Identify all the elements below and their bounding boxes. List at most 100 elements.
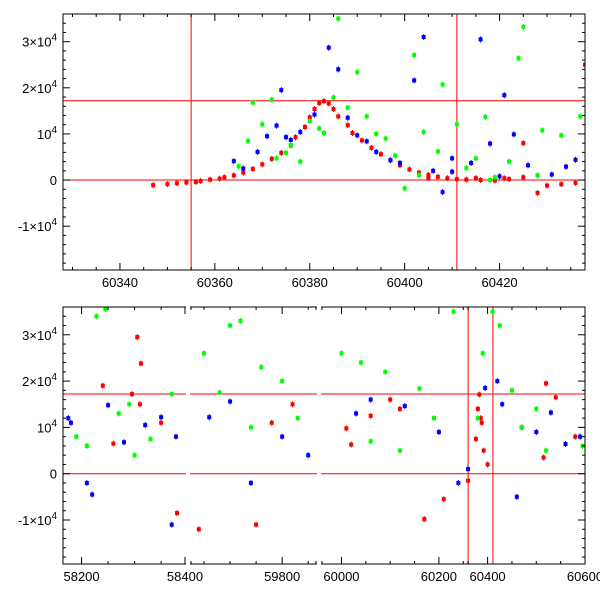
top-data-point xyxy=(507,177,512,182)
top-data-point xyxy=(488,141,493,146)
top-data-point xyxy=(312,112,317,117)
bottom-data-point xyxy=(354,411,359,416)
top-data-point xyxy=(231,173,236,178)
top-data-point xyxy=(279,88,284,93)
top-data-point xyxy=(198,178,203,183)
bottom-data-point xyxy=(479,420,484,425)
top-data-point xyxy=(502,93,507,98)
bottom-data-point xyxy=(68,420,73,425)
bottom-data-point xyxy=(475,406,480,411)
bottom-data-point xyxy=(280,434,285,439)
top-data-point xyxy=(535,190,540,195)
top-data-point xyxy=(564,164,569,169)
bottom-data-point xyxy=(358,360,363,365)
top-y-tick-label: 2×104 xyxy=(22,79,57,96)
bottom-y-tick-label: 3×104 xyxy=(22,326,57,343)
bottom-data-point xyxy=(103,307,108,312)
bottom-data-point xyxy=(490,309,495,314)
top-data-point xyxy=(241,170,246,175)
bottom-y-tick-label: 0 xyxy=(50,467,57,482)
bottom-data-point xyxy=(349,442,354,447)
top-data-point xyxy=(502,176,507,181)
top-data-point xyxy=(345,115,350,120)
bottom-data-point xyxy=(306,453,311,458)
bottom-data-point xyxy=(207,415,212,420)
bottom-data-point xyxy=(94,314,99,319)
top-data-point xyxy=(293,135,298,140)
top-plot-area xyxy=(63,14,585,270)
bottom-data-point xyxy=(456,480,461,485)
bottom-data-point xyxy=(254,522,259,527)
bottom-y-tick-label: 104 xyxy=(37,418,57,435)
top-data-point xyxy=(288,142,293,147)
top-data-point xyxy=(559,182,564,187)
top-data-point xyxy=(255,149,260,154)
top-data-point xyxy=(336,67,341,72)
bottom-data-point xyxy=(541,455,546,460)
bottom-data-point xyxy=(135,335,140,340)
top-x-tick-label: 60420 xyxy=(482,275,518,290)
bottom-data-point xyxy=(228,399,233,404)
bottom-data-point xyxy=(280,379,285,384)
bottom-plot-area xyxy=(63,307,585,564)
top-data-point xyxy=(483,114,488,119)
bottom-data-point xyxy=(90,492,95,497)
bottom-data-point xyxy=(495,379,500,384)
top-data-point xyxy=(284,135,289,140)
top-data-point xyxy=(464,177,469,182)
bottom-data-point xyxy=(500,402,505,407)
bottom-data-point xyxy=(544,448,549,453)
top-data-point xyxy=(416,172,421,177)
bottom-data-point xyxy=(466,467,471,472)
bottom-data-point xyxy=(217,390,222,395)
top-data-point xyxy=(184,180,189,185)
bottom-data-point xyxy=(169,522,174,527)
bottom-y-tick-label: -1×104 xyxy=(18,511,58,528)
top-data-point xyxy=(488,178,493,183)
bottom-data-point xyxy=(548,410,553,415)
top-y-tick-label: -1×104 xyxy=(18,217,58,234)
top-data-point xyxy=(573,157,578,162)
top-data-point xyxy=(284,150,289,155)
bottom-data-point xyxy=(578,434,583,439)
top-data-point xyxy=(307,115,312,120)
bottom-data-point xyxy=(339,351,344,356)
top-x-tick-label: 60360 xyxy=(197,275,233,290)
top-data-point xyxy=(492,175,497,180)
bottom-data-point xyxy=(485,462,490,467)
top-data-point xyxy=(274,156,279,161)
top-data-point xyxy=(464,166,469,171)
bottom-data-point xyxy=(402,404,407,409)
bottom-data-point xyxy=(84,443,89,448)
bottom-data-point xyxy=(534,430,539,435)
bottom-data-point xyxy=(473,436,478,441)
bottom-data-point xyxy=(248,425,253,430)
top-data-point xyxy=(374,131,379,136)
top-data-point xyxy=(407,167,412,172)
bottom-axes: 58200 58400 59800 60000 60200 60400 60600 -1×10… xyxy=(18,305,600,584)
top-data-point xyxy=(231,159,236,164)
top-data-point xyxy=(469,160,474,165)
bottom-data-point xyxy=(202,351,207,356)
bottom-data-point xyxy=(480,351,485,356)
top-y-tick-label: 0 xyxy=(50,173,57,188)
bottom-data-point xyxy=(475,416,480,421)
top-data-point xyxy=(435,149,440,154)
bottom-data-point xyxy=(175,511,180,516)
bottom-data-point xyxy=(417,386,422,391)
top-data-point xyxy=(397,160,402,165)
bottom-data-point xyxy=(159,415,164,420)
top-data-point xyxy=(431,168,436,173)
top-data-point xyxy=(151,183,156,188)
top-data-point xyxy=(478,178,483,183)
top-data-point xyxy=(478,37,483,42)
top-data-point xyxy=(374,149,379,154)
bottom-x-tick-label: 60600 xyxy=(567,569,600,584)
bottom-data-point xyxy=(519,425,524,430)
top-x-tick-label: 60400 xyxy=(387,275,423,290)
top-data-point xyxy=(331,95,336,100)
top-data-point xyxy=(412,78,417,83)
top-data-point xyxy=(521,175,526,180)
top-data-point xyxy=(473,176,478,181)
